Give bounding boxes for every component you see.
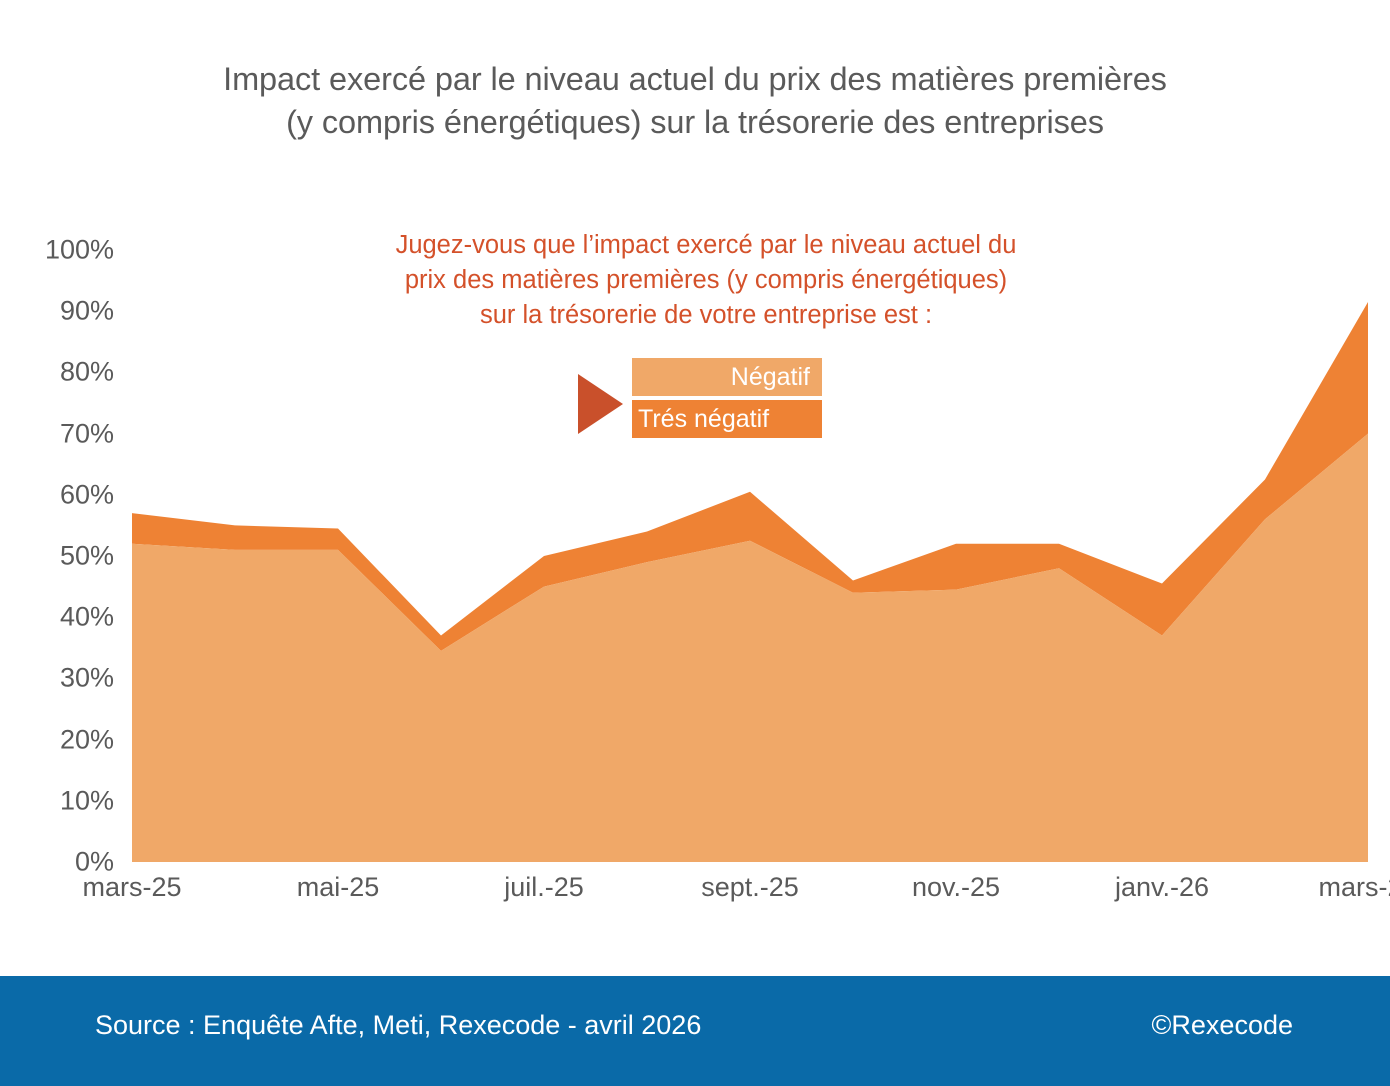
y-axis: 0% 10% 20% 30% 40% 50% 60% 70% 80% 90% 100%: [14, 0, 114, 960]
survey-question: Jugez-vous que l’impact exercé par le ni…: [300, 228, 1112, 333]
area-series-tres-negatif: [132, 302, 1368, 651]
chart-legend: Négatif Trés négatif: [578, 356, 828, 448]
survey-question-line-2: prix des matières premières (y compris é…: [404, 266, 1008, 294]
y-axis-tick-label: 40%: [59, 601, 114, 632]
triangle-right-icon: [578, 374, 623, 434]
area-series-negatif: [132, 433, 1368, 862]
x-axis-tick-label: janv.-26: [1114, 872, 1210, 902]
y-axis-tick-label: 30%: [59, 662, 114, 693]
footer-bar: Source : Enquête Afte, Meti, Rexecode - …: [0, 976, 1390, 1086]
x-axis: mars-25 mai-25 juil.-25 sept.-25 nov.-25 janv…: [0, 872, 1390, 922]
y-axis-tick-label: 50%: [59, 540, 114, 571]
x-axis-tick-label: mars-26: [1318, 872, 1390, 902]
x-axis-tick-label: nov.-25: [911, 872, 1001, 902]
legend-item-tres-negatif: Trés négatif: [632, 400, 822, 438]
page-title: Impact exercé par le niveau actuel du pr…: [60, 58, 1330, 144]
x-axis-tick-label: mars-25: [82, 872, 182, 902]
y-axis-tick-label: 10%: [59, 785, 114, 816]
y-axis-tick-label: 70%: [59, 418, 114, 449]
legend-label-negatif: Négatif: [730, 363, 810, 391]
survey-question-line-3: sur la trésorerie de votre entreprise es…: [479, 301, 933, 329]
plot-area: 0% 10% 20% 30% 40% 50% 60% 70% 80% 90% 100% mars-2…: [0, 0, 1390, 960]
page-title-line-2: (y compris énergétiques) sur la trésorer…: [286, 104, 1104, 140]
x-axis-tick-label: sept.-25: [701, 872, 799, 902]
area-series-group: [132, 302, 1368, 862]
legend-label-tres-negatif: Trés négatif: [638, 405, 770, 433]
footer-copyright-text: ©Rexecode: [1151, 1010, 1293, 1040]
survey-question-line-1: Jugez-vous que l’impact exercé par le ni…: [395, 231, 1017, 259]
legend-item-negatif: Négatif: [632, 358, 822, 396]
footer-source-text: Source : Enquête Afte, Meti, Rexecode - …: [95, 1010, 702, 1040]
y-axis-tick-label: 100%: [44, 234, 114, 265]
stacked-area-chart: [132, 302, 1368, 862]
y-axis-tick-label: 80%: [59, 356, 114, 387]
y-axis-tick-label: 0%: [74, 846, 114, 877]
y-axis-tick-label: 20%: [59, 724, 114, 755]
page-title-line-1: Impact exercé par le niveau actuel du pr…: [223, 61, 1167, 97]
y-axis-tick-label: 60%: [59, 479, 114, 510]
x-axis-tick-label: juil.-25: [504, 872, 584, 902]
x-axis-tick-label: mai-25: [296, 872, 380, 902]
y-axis-tick-label: 90%: [59, 295, 114, 326]
